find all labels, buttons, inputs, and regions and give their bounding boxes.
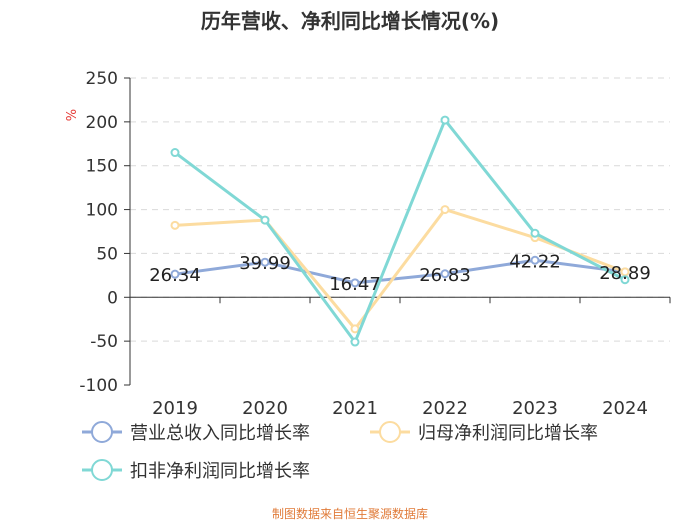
legend-label: 营业总收入同比增长率 [130,423,310,444]
data-label: 42.22 [509,251,561,272]
legend-label: 归母净利润同比增长率 [418,423,598,444]
data-label: 39.99 [239,253,291,274]
axes: -100 -50 0 50 100 150 200 250 2019 2020 2021 2022 20… [79,69,671,419]
data-label: 26.83 [419,265,471,286]
x-tick-label: 2019 [152,398,198,419]
data-point [530,255,540,265]
y-tick-label: 150 [86,157,118,177]
legend-marker [379,421,401,443]
data-label: 16.47 [329,274,381,295]
x-tick-label: 2023 [512,398,558,419]
series-line [174,258,626,285]
y-tick-label: 200 [86,113,118,133]
data-point [350,337,360,347]
x-tick-label: 2021 [332,398,378,419]
chart-title: 历年营收、净利同比增长情况(%) [201,9,499,33]
data-source-footer: 制图数据来自恒生聚源数据库 [272,506,428,521]
data-point [260,257,270,267]
data-point [440,115,450,125]
x-tick-label: 2020 [242,398,288,419]
data-point [440,269,450,279]
series-line [174,118,626,344]
series-lines [170,115,630,347]
y-tick-label: 100 [86,201,118,221]
y-tick-label: -100 [79,376,118,396]
x-tick-label: 2024 [602,398,648,419]
data-point [170,220,180,230]
data-point [170,148,180,158]
y-tick-label: 0 [107,288,118,308]
data-point [260,215,270,225]
data-point [170,269,180,279]
y-tick-label: 250 [86,69,118,89]
x-tick-label: 2022 [422,398,468,419]
data-point [530,228,540,238]
data-label: 28.89 [599,263,651,284]
series-line [174,208,626,331]
legend-marker [91,459,113,481]
legend-marker [91,421,113,443]
legend-label: 扣非净利润同比增长率 [130,461,310,482]
y-axis-label: % [65,109,80,121]
data-point [350,278,360,288]
y-tick-label: 50 [96,244,118,264]
data-point [440,205,450,215]
data-point [350,324,360,334]
data-point [620,275,630,285]
y-tick-label: -50 [90,332,118,352]
data-label: 26.34 [149,265,201,286]
data-labels: 26.34 39.99 16.47 26.83 42.22 28.89 [149,251,651,295]
